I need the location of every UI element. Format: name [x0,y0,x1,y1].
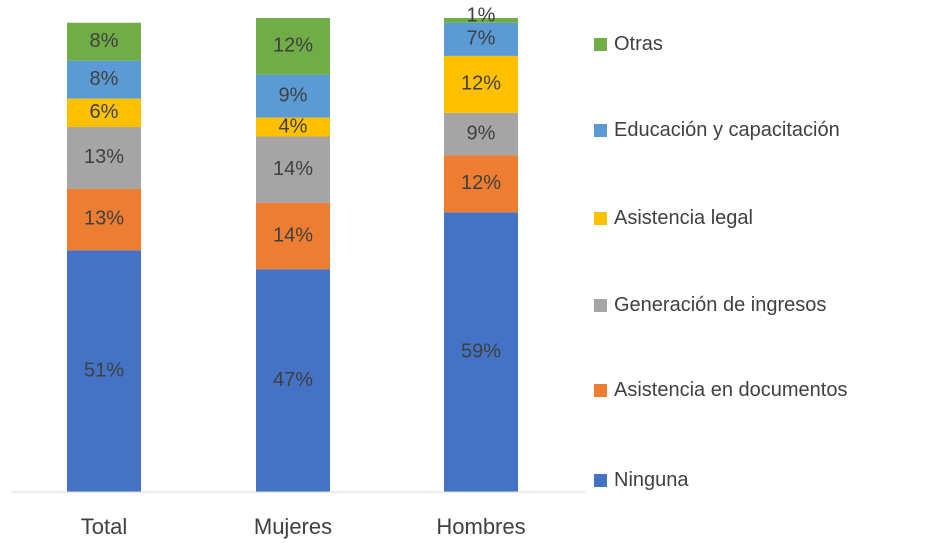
bar-segment [444,18,518,23]
bar-segment [256,117,330,137]
legend-item: Ninguna [594,464,919,497]
legend-swatch [594,474,607,487]
bar-segment [444,22,518,56]
data-label: 7% [467,28,496,50]
data-label: 51% [84,359,124,381]
bar-segment [67,188,141,251]
data-label: 13% [84,146,124,168]
legend-swatch [594,124,607,137]
data-label: 12% [461,73,501,95]
bar-segment [67,250,141,492]
bar-segment [67,98,141,128]
chart: 51% 13% 13% 6% 8% 8% Total 47% 14% 14% 4% 9% 12% Muje… [12,4,585,539]
data-label: 8% [90,68,119,90]
legend-swatch [594,384,607,397]
data-label: 8% [90,30,119,52]
x-tick-label: Hombres [436,514,525,539]
data-label: 6% [90,101,119,123]
legend-swatch [594,299,607,312]
bar-segment [67,22,141,61]
legend-label: Generación de ingresos [614,294,827,316]
bar-segment [67,60,141,99]
legend-swatch [594,212,607,225]
legend-label: Asistencia legal [614,207,753,229]
legend-label: Educación y capacitación [614,119,840,141]
legend-label: Ninguna [614,469,689,491]
data-label: 9% [467,122,496,144]
data-label: 4% [279,115,308,137]
bar-segment [256,202,330,270]
bar-segment [256,74,330,118]
bar-segment [444,112,518,156]
data-label: 13% [84,208,124,230]
legend-item: Educación y capacitación [594,114,919,147]
bar-segment [256,18,330,75]
legend-item: Asistencia legal [594,202,919,235]
data-label: 12% [461,172,501,194]
x-tick-label: Total [81,514,127,539]
legend-label: Asistencia en documentos [614,379,848,401]
data-label: 9% [279,84,308,106]
x-tick-label: Mujeres [254,514,332,539]
legend-item: Asistencia en documentos [594,374,919,407]
legend-item: Otras [594,28,919,61]
legend-label: Otras [614,33,663,55]
bar-segment [67,127,141,189]
legend-swatch [594,38,607,51]
data-label: 14% [273,224,313,246]
data-label: 59% [461,340,501,362]
data-label: 1% [467,4,496,26]
bar-segment [256,136,330,203]
data-label: 14% [273,158,313,180]
data-label: 12% [273,35,313,57]
data-label: 47% [273,369,313,391]
bar-segment [444,212,518,492]
legend-item: Generación de ingresos [594,289,919,322]
bar-segment [444,55,518,113]
bar-segment [256,269,330,492]
bar-segment [444,155,518,213]
